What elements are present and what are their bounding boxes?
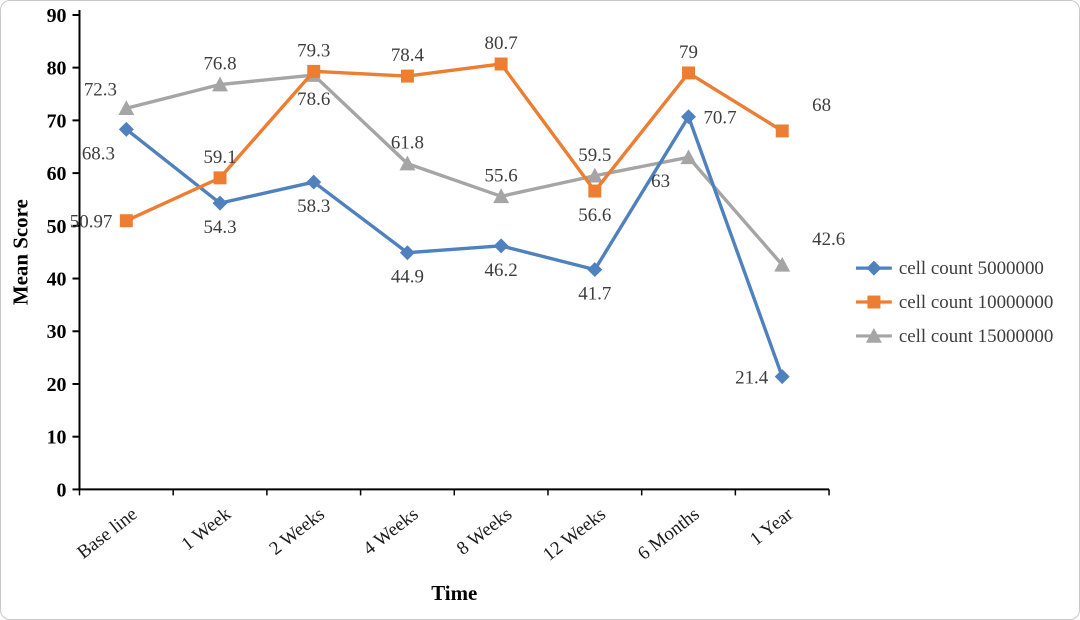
series-line-3 [125,73,784,266]
square-marker [400,69,414,83]
data-label: 58.3 [297,196,330,217]
data-label: 61.8 [391,133,424,154]
square-marker [588,184,602,198]
data-label: 46.2 [485,260,518,281]
triangle-marker [774,256,791,272]
data-label: 76.8 [203,54,236,75]
data-label: 78.4 [391,45,425,66]
y-tick-label: 20 [47,374,67,396]
y-axis-title: Mean Score [9,199,33,305]
x-tick-label: 1 Week [178,503,236,555]
data-label: 59.1 [203,147,236,168]
data-label: 78.6 [297,89,330,110]
legend-diamond-marker [866,260,882,276]
x-tick-label: 6 Months [634,504,704,565]
square-marker [307,64,321,78]
diamond-marker [681,109,696,125]
y-tick-label: 30 [47,321,67,343]
legend-label: cell count 5000000 [899,258,1044,279]
series-line-2 [125,62,784,223]
data-label: 72.3 [84,79,117,100]
data-label: 80.7 [485,33,518,54]
x-tick-label: 2 Weeks [266,504,329,560]
y-tick-label: 70 [47,110,67,132]
y-tick-label: 50 [47,216,67,238]
data-label: 41.7 [578,283,611,304]
square-marker [494,57,508,71]
y-tick-label: 80 [47,58,67,80]
data-label: 59.5 [578,145,611,166]
data-label: 79 [679,42,698,63]
triangle-marker [399,155,416,171]
x-tick-label: Base line [73,504,141,564]
diamond-marker [587,262,603,278]
data-label: 50.97 [70,212,113,233]
data-label: 21.4 [735,368,769,389]
data-label: 68 [812,95,831,116]
x-tick-label: 4 Weeks [359,504,422,560]
legend-label: cell count 10000000 [899,292,1054,313]
legend-square-marker [867,295,881,309]
series-line-1 [125,115,784,378]
data-label: 79.3 [297,40,330,61]
data-label: 68.3 [82,143,115,164]
x-axis-title: Time [431,581,477,605]
x-tick-label: 8 Weeks [453,504,516,560]
diamond-marker [306,174,322,190]
data-label: 42.6 [812,229,845,250]
y-tick-label: 60 [47,163,67,185]
y-tick-label: 0 [57,479,67,501]
data-label: 56.6 [578,205,611,226]
y-tick-label: 90 [47,5,67,27]
square-marker [119,214,133,228]
data-label: 54.3 [203,217,236,238]
square-marker [213,171,227,185]
triangle-marker [118,100,135,116]
data-label: 70.7 [703,108,736,129]
y-tick-label: 10 [47,427,67,449]
triangle-marker [212,76,229,92]
triangle-marker [493,188,510,204]
diamond-marker [399,245,415,261]
triangle-marker [680,149,697,165]
legend-triangle-marker [865,327,882,343]
legend-label: cell count 15000000 [899,326,1054,347]
square-marker [775,124,789,138]
y-tick-label: 40 [47,269,67,291]
triangle-marker [586,167,603,183]
x-tick-label: 12 Weeks [539,504,610,566]
data-label: 55.6 [485,165,518,186]
square-marker [682,66,695,80]
diamond-marker [493,238,509,254]
x-tick-label: 1 Year [746,503,798,550]
data-label: 44.9 [391,267,424,288]
data-label: 63 [651,171,670,192]
diamond-marker [774,369,790,385]
